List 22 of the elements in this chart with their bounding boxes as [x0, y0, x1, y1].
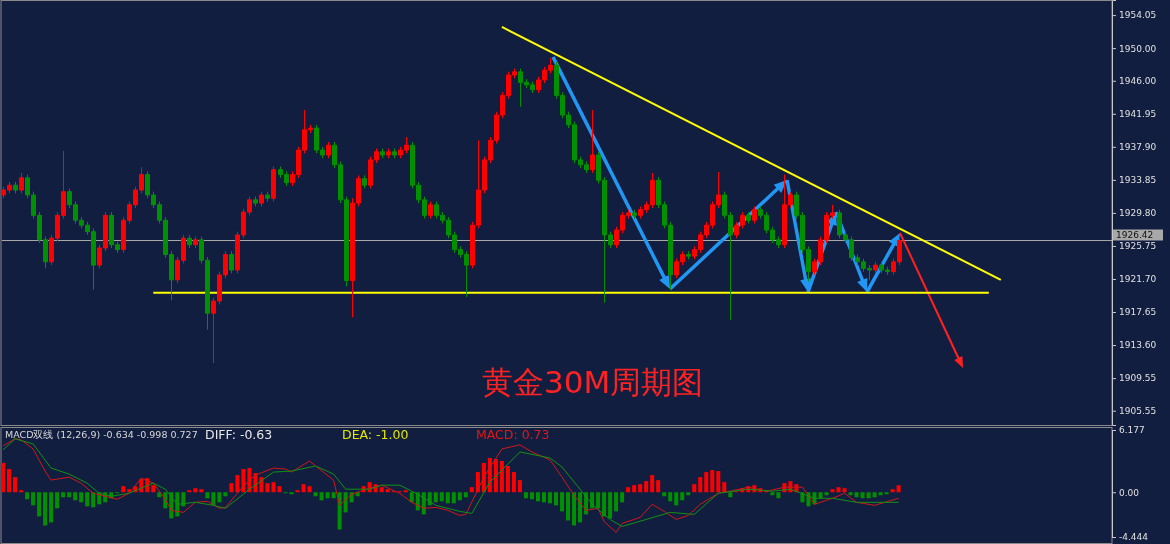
y-tick-label: 0.00 — [1119, 487, 1140, 498]
y-tick-label: -4.444 — [1119, 532, 1149, 543]
y-tick-label: 1921.70 — [1119, 274, 1157, 285]
ref-line-label: 1926.42 — [1116, 230, 1154, 240]
annotation: DIFF: -0.63 — [205, 427, 273, 442]
y-tick-label: 6.177 — [1119, 425, 1145, 436]
y-tick-label: 1946.00 — [1119, 76, 1157, 87]
y-tick-label: 1905.55 — [1119, 406, 1157, 417]
annotation: MACD: 0.73 — [476, 427, 550, 442]
y-tick-label: 1917.65 — [1119, 307, 1157, 318]
y-tick-label: 1933.85 — [1119, 175, 1157, 186]
y-tick-label: 1937.90 — [1119, 142, 1157, 153]
text: 黄金30M周期图 — [482, 364, 704, 400]
y-tick-label: 1954.05 — [1119, 10, 1157, 21]
y-tick-label: 1950.00 — [1119, 43, 1157, 54]
y-tick-label: 1929.80 — [1119, 208, 1157, 219]
y-tick-label: 1925.75 — [1119, 241, 1157, 252]
annotation: DEA: -1.00 — [342, 427, 409, 442]
y-tick-label: 1909.55 — [1119, 373, 1157, 384]
y-tick-label: 1941.95 — [1119, 109, 1157, 120]
y-tick-label: 1913.60 — [1119, 340, 1157, 351]
chart-title: MACD双线 (12,26,9) -0.634 -0.998 0.727 — [5, 429, 198, 440]
